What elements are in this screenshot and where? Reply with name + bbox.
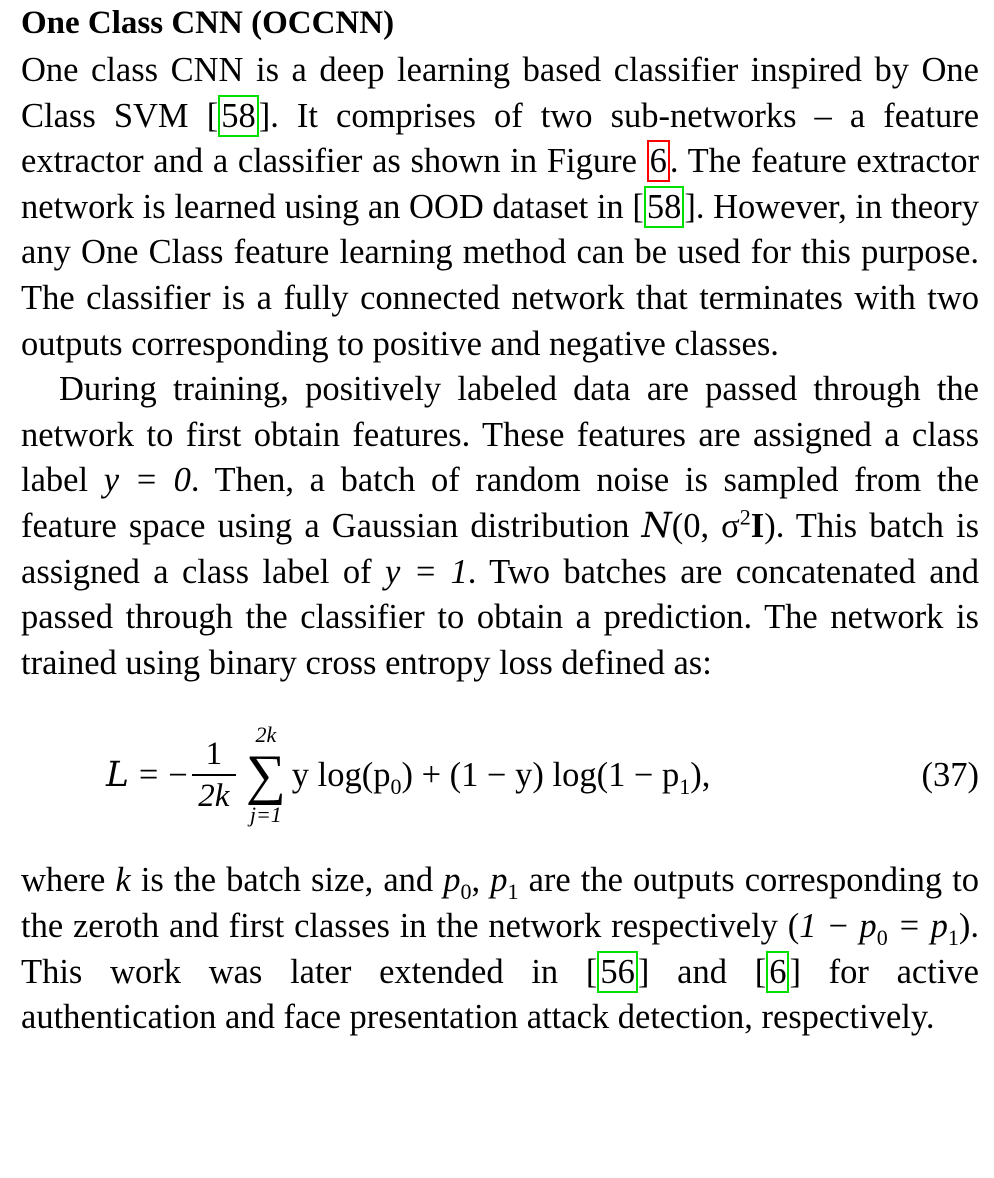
eq-term: y log(p0) + (1 − y) log(1 − p1), — [291, 755, 711, 797]
text-run: where — [21, 861, 116, 900]
math-identity: I — [750, 506, 765, 545]
math-close-paren: ) — [764, 506, 776, 545]
text-run: During training, positively labeled data… — [21, 370, 979, 500]
text-run: . Two batches are concatenated and passe… — [21, 552, 980, 682]
eq-numerator: 1 — [205, 736, 223, 773]
paper-page: One Class CNN (OCCNN) One class CNN is a… — [21, 0, 979, 1041]
math-normal-dist: N — [641, 505, 672, 546]
eq-subscript: 0 — [390, 773, 402, 799]
eq-term-part: ), — [690, 755, 711, 794]
math-superscript: 2 — [739, 504, 751, 530]
eq-sum-upper: 2k — [255, 722, 277, 748]
text-run: , — [471, 861, 491, 900]
text-run: . Then, a batch of random noise is sampl… — [21, 461, 980, 545]
equation-content: L = − 1 2k 2k ∑ j=1 y log(p0) + (1 − y) … — [106, 698, 710, 852]
eq-summation: 2k ∑ j=1 — [246, 720, 286, 830]
figure-link-6[interactable]: 6 — [646, 140, 670, 183]
eq-term-part: y log(p — [291, 755, 391, 794]
sigma-icon: ∑ — [245, 744, 286, 807]
text-run: . The feature extractor network is learn… — [21, 142, 979, 226]
math-inline-y0: y = 0 — [103, 461, 191, 500]
text-run: for active authentication and face prese… — [21, 952, 979, 1037]
math-expr: = p — [887, 906, 948, 945]
math-subscript: 0 — [876, 924, 888, 950]
text-run: are the outputs corresponding to the zer… — [21, 861, 980, 945]
math-subscript: 1 — [947, 924, 959, 950]
math-subscript: 1 — [507, 879, 519, 905]
section-title: One Class CNN (OCCNN) — [21, 5, 395, 41]
text-run: . However, in theory any One Class featu… — [21, 187, 979, 363]
eq-minus: − — [168, 755, 188, 794]
math-expr: 1 − p — [799, 906, 877, 945]
text-run: is the batch size, and — [130, 861, 444, 900]
text-run: . It comprises of two sub-networks – a f… — [21, 96, 980, 181]
eq-equals: = — [138, 755, 159, 794]
math-inline-y1: y = 1 — [385, 552, 468, 591]
eq-sum-lower: j=1 — [249, 802, 282, 828]
text-run: ). This work was later extended in — [21, 906, 980, 991]
eq-term-part: ) + (1 − y) log(1 − p — [401, 755, 680, 794]
citation-link-6[interactable]: 6 — [766, 950, 790, 993]
text-run: and — [649, 952, 755, 991]
math-subscript: 0 — [460, 879, 472, 905]
paragraph-conclusion: where k is the batch size, and p0, p1 ar… — [21, 861, 980, 1037]
eq-fraction: 1 2k — [191, 734, 236, 816]
citation-link-58[interactable]: 58 — [643, 185, 685, 228]
eq-fraction-bar — [191, 774, 236, 777]
eq-subscript: 1 — [679, 773, 691, 799]
paragraph-training: During training, positively labeled data… — [21, 367, 979, 686]
citation-link-58[interactable]: 58 — [218, 94, 259, 137]
citation-link-56[interactable]: 56 — [597, 950, 638, 993]
math-p: p — [443, 861, 461, 900]
text-run: . This batch is assigned a class label o… — [21, 506, 979, 591]
math-normal-args: (0, σ — [671, 506, 740, 545]
text-run: One class CNN is a deep learning based c… — [21, 51, 979, 135]
math-p: p — [490, 861, 508, 900]
eq-loss-symbol: L — [106, 755, 129, 796]
eq-denominator: 2k — [198, 778, 230, 815]
equation-block: L = − 1 2k 2k ∑ j=1 y log(p0) + (1 − y) … — [21, 698, 979, 852]
paragraph-intro: One class CNN is a deep learning based c… — [21, 51, 980, 363]
equation-number: (37) — [921, 755, 979, 794]
math-k: k — [115, 861, 131, 900]
